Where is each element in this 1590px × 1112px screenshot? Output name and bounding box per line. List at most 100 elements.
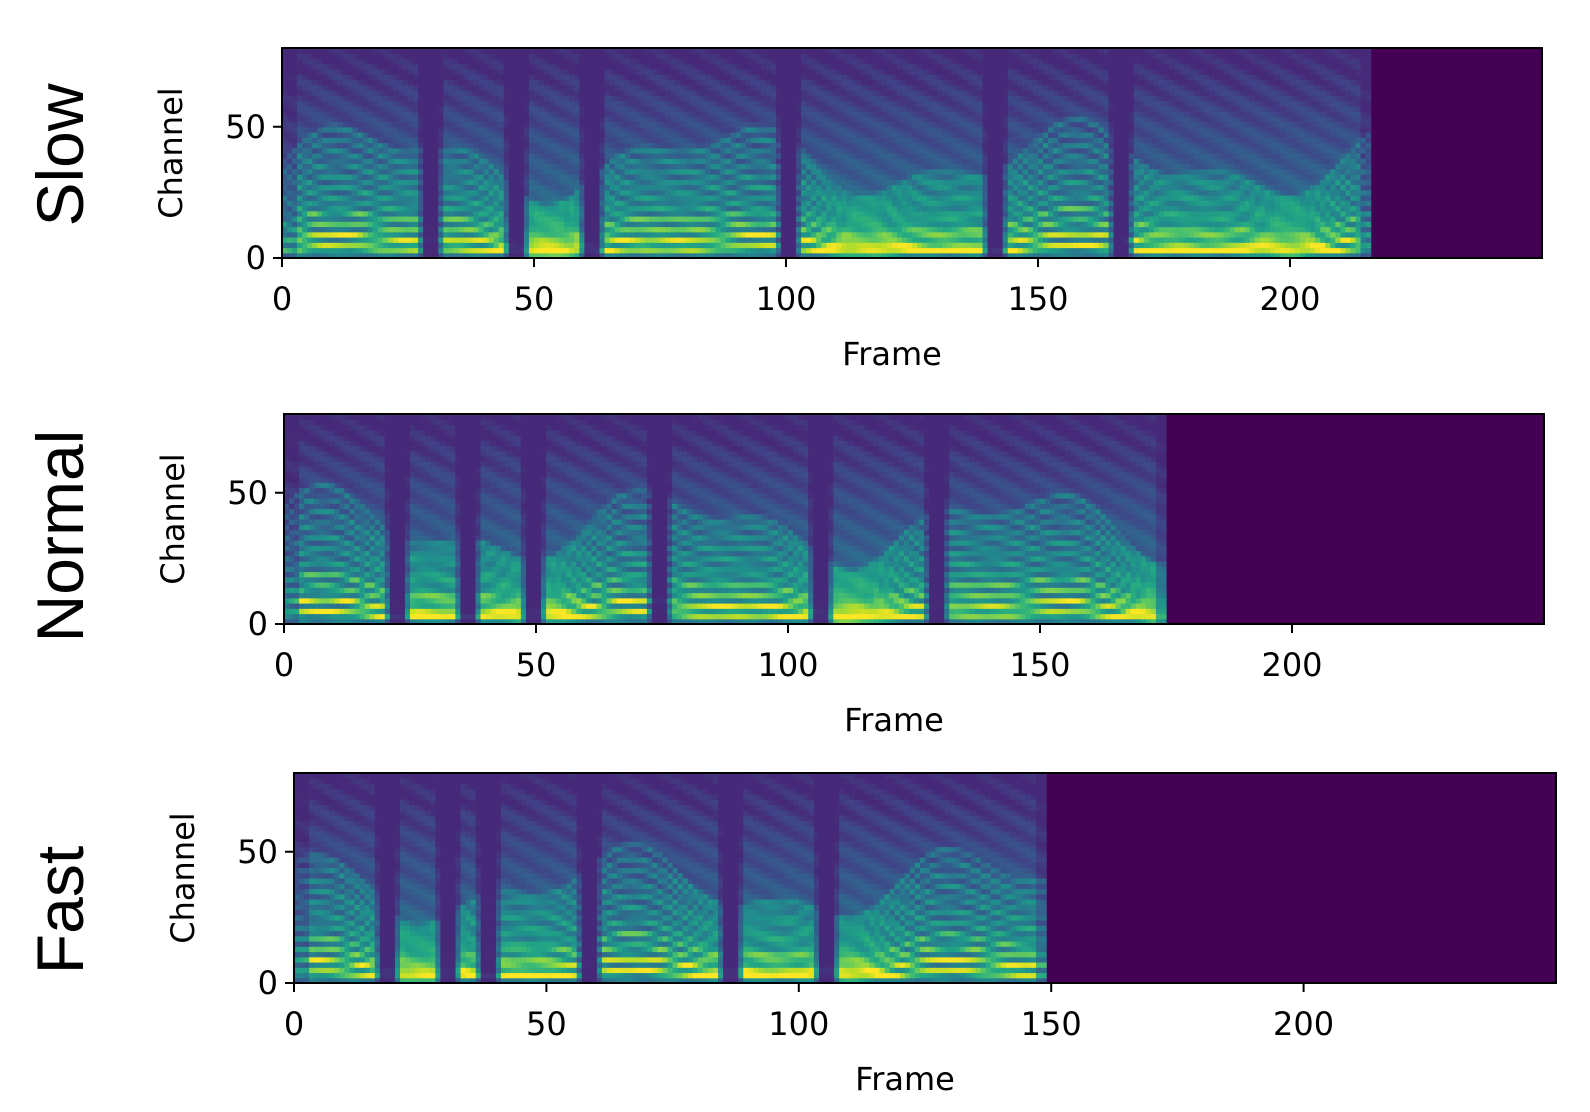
heatmap-cell bbox=[695, 189, 701, 196]
heatmap-cell bbox=[775, 153, 782, 159]
heatmap-cell bbox=[372, 216, 379, 222]
heatmap-cell bbox=[352, 226, 359, 233]
heatmap-cell bbox=[448, 221, 454, 228]
heatmap-cell bbox=[705, 205, 711, 212]
heatmap-cell bbox=[604, 247, 611, 254]
heatmap-cell bbox=[821, 163, 827, 170]
heatmap-cell bbox=[397, 163, 404, 170]
heatmap-cell bbox=[539, 221, 545, 228]
heatmap-cell bbox=[786, 195, 792, 201]
heatmap-cell bbox=[287, 179, 293, 186]
heatmap-cell bbox=[846, 242, 853, 249]
heatmap-cell bbox=[402, 111, 409, 117]
heatmap-cell bbox=[498, 121, 505, 128]
heatmap-cell bbox=[297, 79, 303, 86]
heatmap-cell bbox=[765, 226, 772, 233]
heatmap-cell bbox=[690, 168, 696, 175]
heatmap-cell bbox=[402, 247, 409, 254]
heatmap-cell bbox=[725, 247, 732, 254]
heatmap-cell bbox=[518, 58, 525, 65]
heatmap-cell bbox=[413, 100, 419, 107]
heatmap-cell bbox=[604, 147, 611, 154]
heatmap-cell bbox=[801, 142, 807, 149]
heatmap-cell bbox=[730, 237, 737, 243]
heatmap-cell bbox=[418, 79, 424, 86]
heatmap-cell bbox=[433, 252, 439, 259]
heatmap-cell bbox=[675, 210, 681, 217]
heatmap-cell bbox=[644, 163, 651, 170]
heatmap-cell bbox=[886, 221, 893, 228]
heatmap-cell bbox=[725, 142, 732, 149]
heatmap-cell bbox=[458, 53, 465, 60]
heatmap-cell bbox=[614, 179, 621, 186]
heatmap-cell bbox=[513, 48, 520, 54]
heatmap-cell bbox=[735, 105, 742, 112]
heatmap-cell bbox=[312, 95, 318, 102]
heatmap-cell bbox=[654, 210, 661, 217]
heatmap-cell bbox=[513, 90, 520, 96]
heatmap-cell bbox=[675, 147, 681, 154]
heatmap-cell bbox=[715, 200, 722, 207]
heatmap-cell bbox=[891, 79, 898, 86]
heatmap-cell bbox=[786, 216, 792, 222]
heatmap-cell bbox=[780, 111, 787, 117]
heatmap-cell bbox=[660, 90, 666, 96]
heatmap-cell bbox=[463, 210, 470, 217]
heatmap-cell bbox=[866, 121, 873, 128]
heatmap-cell bbox=[428, 174, 434, 180]
heatmap-cell bbox=[876, 58, 883, 65]
heatmap-cell bbox=[871, 242, 878, 249]
heatmap-cell bbox=[705, 58, 711, 65]
heatmap-cell bbox=[685, 195, 691, 201]
heatmap-cell bbox=[735, 210, 742, 217]
heatmap-cell bbox=[297, 142, 303, 149]
heatmap-cell bbox=[639, 242, 646, 249]
heatmap-cell bbox=[816, 237, 822, 243]
heatmap-cell bbox=[786, 179, 792, 186]
heatmap-cell bbox=[292, 158, 298, 165]
heatmap-cell bbox=[730, 231, 737, 238]
heatmap-cell bbox=[458, 126, 465, 133]
heatmap-cell bbox=[307, 147, 313, 154]
heatmap-cell bbox=[665, 79, 671, 86]
heatmap-cell bbox=[418, 53, 424, 60]
heatmap-cell bbox=[806, 95, 812, 102]
heatmap-cell bbox=[856, 189, 863, 196]
heatmap-cell bbox=[786, 189, 792, 196]
heatmap-cell bbox=[413, 168, 419, 175]
heatmap-cell bbox=[493, 53, 500, 60]
heatmap-cell bbox=[851, 237, 858, 243]
heatmap-cell bbox=[493, 184, 500, 191]
heatmap-cell bbox=[362, 216, 369, 222]
heatmap-cell bbox=[891, 231, 898, 238]
heatmap-cell bbox=[881, 79, 888, 86]
heatmap-cell bbox=[292, 121, 298, 128]
heatmap-cell bbox=[559, 95, 565, 102]
heatmap-cell bbox=[619, 252, 626, 259]
heatmap-cell bbox=[705, 226, 711, 233]
heatmap-cell bbox=[780, 189, 787, 196]
heatmap-cell bbox=[564, 53, 570, 60]
heatmap-cell bbox=[332, 195, 339, 201]
heatmap-cell bbox=[690, 95, 696, 102]
heatmap-cell bbox=[423, 69, 429, 75]
heatmap-cell bbox=[901, 216, 908, 222]
heatmap-cell bbox=[503, 231, 510, 238]
heatmap-cell bbox=[629, 168, 636, 175]
heatmap-cell bbox=[569, 247, 575, 254]
heatmap-cell bbox=[433, 79, 439, 86]
heatmap-cell bbox=[750, 53, 757, 60]
heatmap-cell bbox=[539, 216, 545, 222]
heatmap-cell bbox=[866, 242, 873, 249]
heatmap-cell bbox=[791, 111, 797, 117]
heatmap-cell bbox=[780, 168, 787, 175]
heatmap-cell bbox=[498, 142, 505, 149]
heatmap-cell bbox=[508, 179, 515, 186]
heatmap-cell bbox=[508, 121, 515, 128]
heatmap-cell bbox=[851, 116, 858, 123]
heatmap-cell bbox=[488, 221, 495, 228]
heatmap-cell bbox=[750, 116, 757, 123]
heatmap-cell bbox=[337, 74, 344, 81]
heatmap-cell bbox=[478, 252, 485, 259]
heatmap-cell bbox=[483, 200, 490, 207]
